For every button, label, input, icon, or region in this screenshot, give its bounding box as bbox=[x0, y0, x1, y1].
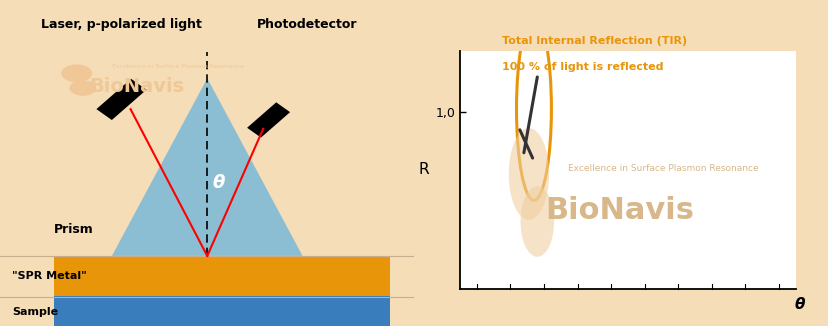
Bar bbox=[54, 296, 389, 326]
Ellipse shape bbox=[61, 64, 92, 82]
Text: θ: θ bbox=[213, 173, 224, 192]
Text: Sample: Sample bbox=[12, 307, 59, 317]
Polygon shape bbox=[96, 79, 147, 120]
Ellipse shape bbox=[508, 128, 548, 220]
Text: Photodetector: Photodetector bbox=[257, 18, 357, 31]
Text: "SPR Metal": "SPR Metal" bbox=[12, 272, 87, 281]
Text: BioNavis: BioNavis bbox=[545, 197, 694, 226]
Text: Prism: Prism bbox=[54, 223, 94, 236]
Polygon shape bbox=[112, 78, 302, 256]
Ellipse shape bbox=[520, 186, 553, 257]
Text: θ: θ bbox=[794, 297, 804, 312]
Text: Laser, p-polarized light: Laser, p-polarized light bbox=[41, 18, 202, 31]
Text: Excellence in Surface Plasmon Resonance: Excellence in Surface Plasmon Resonance bbox=[567, 164, 758, 173]
Text: Excellence in Surface Plasmon Resonance: Excellence in Surface Plasmon Resonance bbox=[112, 64, 243, 69]
Y-axis label: R: R bbox=[418, 162, 429, 177]
Text: 100 % of light is reflected: 100 % of light is reflected bbox=[501, 62, 662, 72]
Bar bbox=[54, 256, 389, 297]
Ellipse shape bbox=[70, 80, 96, 96]
Text: BioNavis: BioNavis bbox=[89, 77, 184, 96]
Text: Total Internal Reflection (TIR): Total Internal Reflection (TIR) bbox=[501, 36, 686, 46]
Polygon shape bbox=[247, 102, 290, 138]
